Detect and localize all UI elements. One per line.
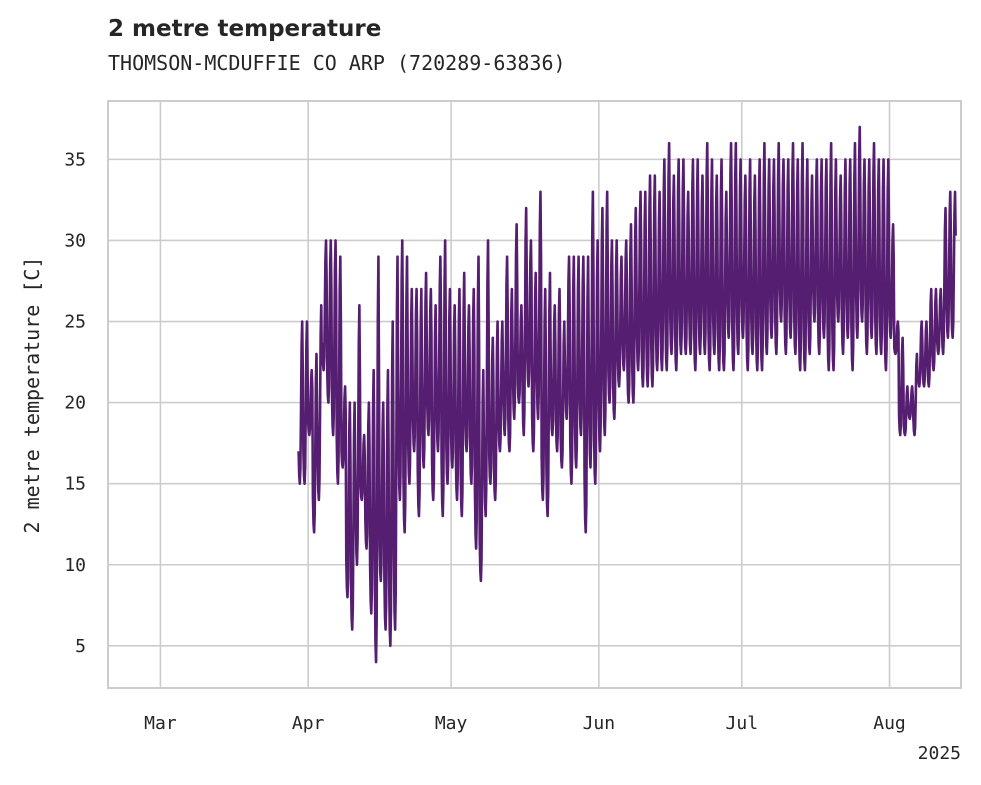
series-line-temperature — [297, 125, 957, 664]
x-tick-label: Jun — [583, 713, 616, 734]
y-tick-label: 5 — [75, 636, 86, 657]
y-tick-label: 25 — [64, 312, 86, 333]
chart-title: 2 metre temperature — [108, 16, 382, 42]
plot-frame — [107, 100, 962, 689]
x-tick-label: Aug — [873, 713, 906, 734]
series-layer — [297, 125, 957, 664]
x-tick-label: May — [435, 713, 468, 734]
y-tick-label: 35 — [64, 149, 86, 170]
x-tick-label: Apr — [292, 713, 325, 734]
y-axis-label: 2 metre temperature [C] — [20, 257, 44, 534]
x-tick-label: Mar — [144, 713, 177, 734]
y-tick-label: 10 — [64, 555, 86, 576]
y-tick-label: 15 — [64, 474, 86, 495]
chart-subtitle: THOMSON-MCDUFFIE CO ARP (720289-63836) — [108, 51, 566, 75]
x-offset-label: 2025 — [918, 743, 961, 764]
y-tick-label: 30 — [64, 230, 86, 251]
x-tick-labels: Mar Apr May Jun Jul Aug — [144, 713, 906, 734]
y-tick-labels: 5 10 15 20 25 30 35 — [64, 149, 86, 656]
y-tick-label: 20 — [64, 393, 86, 414]
x-tick-label: Jul — [726, 713, 759, 734]
